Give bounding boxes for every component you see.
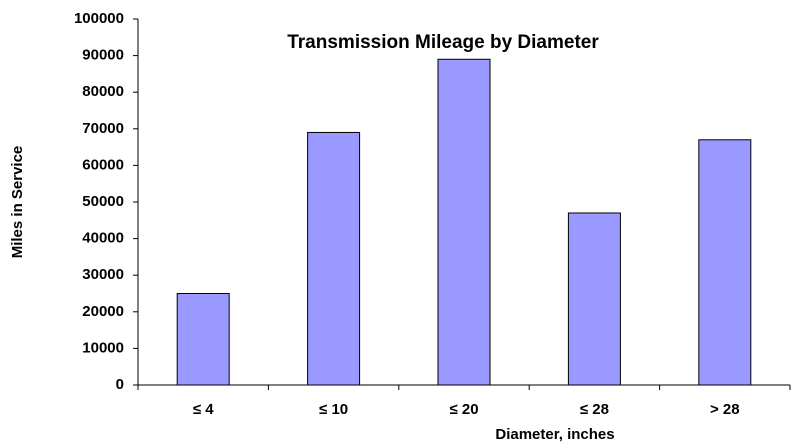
y-axis-label: Miles in Service [9, 146, 26, 259]
x-tick-label: ≤ 10 [319, 401, 348, 418]
y-tick-label: 70000 [82, 120, 124, 137]
bar [698, 139, 752, 386]
y-tick-label: 20000 [82, 303, 124, 320]
y-tick-label: 10000 [82, 339, 124, 356]
bar [437, 58, 491, 386]
x-axis-label: Diameter, inches [495, 426, 614, 443]
x-tick-label: > 28 [710, 401, 740, 418]
bar [176, 293, 230, 386]
y-tick-label: 80000 [82, 83, 124, 100]
y-tick-label: 60000 [82, 156, 124, 173]
bar [307, 131, 361, 386]
y-tick-label: 100000 [74, 10, 124, 27]
y-tick-label: 0 [116, 376, 124, 393]
chart-title: Transmission Mileage by Diameter [287, 32, 599, 53]
x-tick-label: ≤ 4 [193, 401, 214, 418]
y-tick-label: 30000 [82, 266, 124, 283]
x-tick-label: ≤ 20 [449, 401, 478, 418]
y-tick-label: 40000 [82, 230, 124, 247]
bar [567, 212, 621, 386]
x-tick-label: ≤ 28 [580, 401, 609, 418]
y-tick-label: 90000 [82, 47, 124, 64]
y-tick-label: 50000 [82, 193, 124, 210]
